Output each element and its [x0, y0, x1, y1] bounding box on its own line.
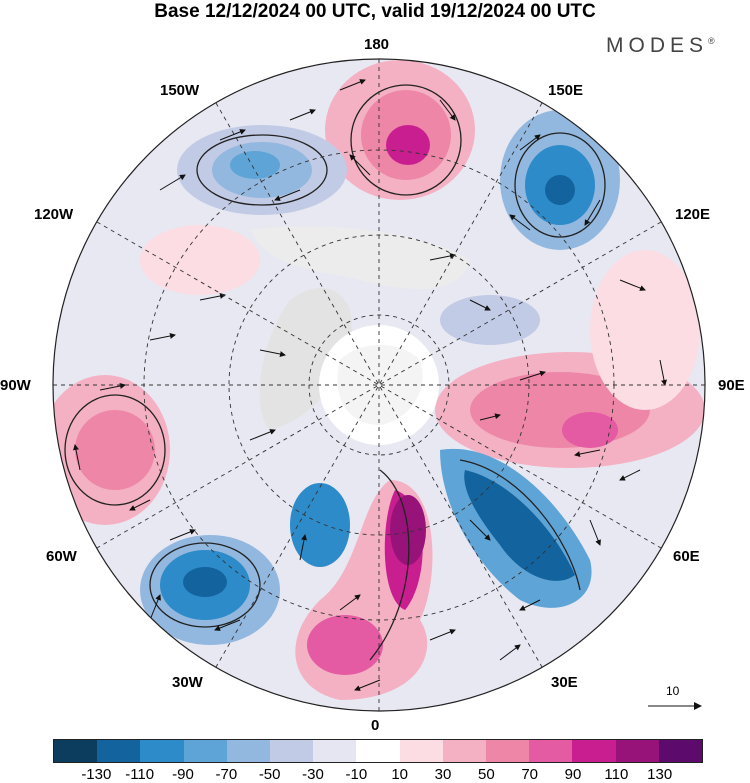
colorbar-ticks: -130 -110 -90 -70 -50 -30 -10 10 30 50 70 90 110 130: [53, 766, 703, 783]
anomaly-field: [53, 59, 705, 711]
colorbar-tick-label: 130: [647, 766, 673, 783]
lon-label-60e: 60E: [673, 548, 700, 565]
colorbar-cell: [226, 740, 271, 762]
colorbar-tick-label: 90: [564, 766, 582, 783]
colorbar-cell: [442, 740, 487, 762]
anomaly-positive-siberia: [590, 250, 700, 410]
colorbar-tick-label: -50: [258, 766, 281, 783]
anomaly-negative-arctic: [440, 295, 540, 345]
lon-label-0: 0: [371, 717, 380, 734]
colorbar-cell: [270, 740, 314, 762]
colorbar-tick-label: 70: [521, 766, 538, 783]
graticule: [53, 59, 705, 711]
colorbar-cell: [54, 740, 98, 762]
colorbar-tick-label: 30: [434, 766, 452, 783]
reference-vector-label: 10: [666, 684, 680, 698]
wind-vectors: [73, 79, 667, 691]
lon-label-180: 180: [364, 36, 390, 53]
contours: [64, 84, 606, 661]
colorbar-tick-label: 10: [391, 766, 408, 783]
colorbar-tick-label: 110: [604, 766, 629, 783]
colorbar-tick-label: -90: [172, 766, 194, 783]
colorbar-cell: [140, 740, 184, 762]
colorbar-tick-label: -10: [345, 766, 368, 783]
colorbar-cell: [658, 740, 703, 762]
colorbar-cell: [399, 740, 443, 762]
colorbar-cell: [529, 740, 573, 762]
land-greenland: [259, 287, 352, 430]
colorbar-cell: [97, 740, 141, 762]
reference-vector: 10: [646, 684, 706, 714]
lon-label-150w: 150W: [160, 82, 200, 99]
anomaly-positive-canada: [140, 225, 260, 295]
colorbar-tick-label: -30: [302, 766, 324, 783]
colorbar-cell: [356, 740, 400, 762]
map-boundary: [52, 58, 706, 712]
colorbar-cell: [313, 740, 357, 762]
colorbar-tick-label: 50: [477, 766, 495, 783]
lon-label-30e: 30E: [551, 674, 578, 691]
reference-arrow-icon: [648, 702, 702, 710]
lon-label-90w: 90W: [0, 377, 31, 394]
colorbar-cell: [572, 740, 616, 762]
lon-label-120e: 120E: [675, 206, 711, 223]
colorbar-cell: [486, 740, 530, 762]
colorbar-cell: [183, 740, 227, 762]
modes-logo: MODES®: [606, 34, 715, 57]
land-arctic-shelf: [250, 226, 470, 289]
colorbar-tick-label: -130: [81, 766, 112, 783]
lon-label-90e: 90E: [718, 377, 745, 394]
colorbar: [53, 739, 703, 763]
colorbar-tick-label: -110: [125, 766, 155, 783]
colorbar-cell: [615, 740, 659, 762]
lon-label-150e: 150E: [548, 82, 584, 99]
map-title: Base 12/12/2024 00 UTC, valid 19/12/2024…: [154, 1, 596, 22]
lon-label-120w: 120W: [34, 206, 74, 223]
lon-label-30w: 30W: [172, 674, 203, 691]
colorbar-tick-label: -70: [215, 766, 238, 783]
lon-label-60w: 60W: [46, 548, 77, 565]
